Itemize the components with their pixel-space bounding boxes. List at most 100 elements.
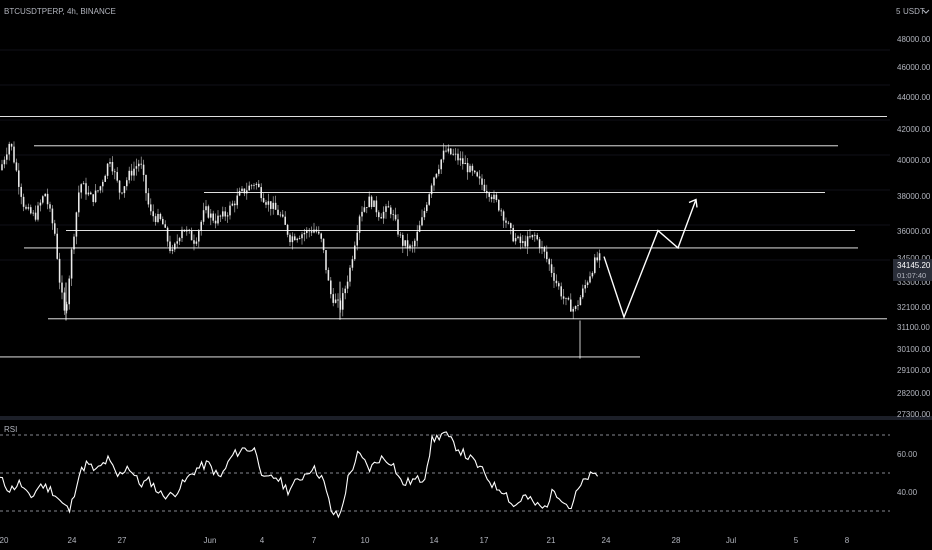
candle-body [361,211,363,217]
candle-body [58,258,61,283]
pane-separator[interactable] [0,416,932,420]
rsi-label[interactable]: RSI [4,425,17,434]
candle-body [356,232,358,246]
candle-body [150,204,152,212]
candle-body [543,246,546,252]
candle-body [202,210,205,222]
candle-body [109,161,111,164]
projection-line[interactable] [603,199,697,320]
candle-body [238,191,241,196]
candle-body [222,211,224,217]
candle-body [102,181,104,187]
candle-body [142,164,145,175]
candle-body [529,236,531,238]
candle-body [1,164,3,171]
price-tick-label: 36000.00 [897,227,931,236]
candle-body [25,206,27,209]
candle-body [464,162,466,165]
candle-body [382,211,385,219]
candle-body [298,238,301,240]
candle-body [505,220,507,223]
candle-body [426,204,428,211]
candle-body [284,216,286,225]
price-axis[interactable]: 48000.00 46000.00 44000.00 42000.00 40000.00… [897,35,931,419]
current-price-tag: 34145.20 01:07:40 [893,259,932,281]
candle-body [577,305,579,307]
candle-body [546,251,548,260]
candle-body [550,264,553,273]
candle-body [459,158,462,161]
candle-body [507,222,510,224]
candle-body [262,198,265,203]
current-price: 34145.20 [897,261,931,270]
bar-countdown: 01:07:40 [897,271,926,280]
candle-body [94,190,97,202]
rsi-tick-label: 40.00 [897,488,918,497]
candle-body [421,217,423,226]
candle-body [375,200,378,213]
time-tick-label: 21 [547,536,556,545]
candle-body [409,245,411,249]
time-tick-label: 28 [672,536,681,545]
candle-body [274,202,277,210]
candle-body [354,245,356,260]
candle-body [594,257,596,273]
candle-body [181,229,183,239]
candle-body [80,184,82,193]
candle-body [320,233,322,239]
time-axis[interactable]: 20 24 27 Jun 4 7 10 14 17 21 24 28 Jul 5 8 [0,536,850,545]
candle-body [152,211,154,217]
symbol-title[interactable]: BTCUSDTPERP, 4h, BINANCE [4,7,116,16]
candle-body [534,234,536,236]
candle-body [200,221,202,231]
price-tick-label: 40000.00 [897,156,931,165]
price-tick-label: 34500.00 [897,254,931,263]
candle-body [512,227,514,242]
candle-body [586,282,589,286]
candle-body [63,292,66,311]
arrow-head-icon [688,198,698,208]
candle-body [73,236,75,250]
candle-body [118,180,121,193]
price-tick-label: 44000.00 [897,93,931,102]
candle-body [469,165,471,173]
candle-body [598,253,601,261]
candle-body [18,170,20,187]
projection-path [603,198,698,320]
candle-body [387,206,390,208]
candle-body [104,175,106,182]
candle-body [493,194,495,200]
time-tick-label: 8 [845,536,850,545]
candle-body [322,238,325,251]
candle-body [39,202,42,206]
candle-body [514,238,517,242]
time-tick-label: 10 [361,536,370,545]
candle-body [392,214,394,216]
candle-body [99,186,102,191]
candle-body [169,241,171,252]
time-tick-label: Jun [204,536,217,545]
currency-label[interactable]: USDT [903,7,925,16]
candle-body [327,270,330,281]
candle-body [318,231,320,234]
candle-body [159,213,162,219]
candle-body [526,236,529,247]
candle-body [303,232,306,235]
candle-body [123,186,126,194]
chevron-down-icon[interactable] [922,9,930,14]
candle-body [121,192,123,194]
candle-body [258,183,260,188]
candle-body [301,234,303,239]
candle-body [394,214,397,220]
candle-body [294,236,296,241]
candle-body [61,282,63,293]
candle-body [476,172,478,177]
candle-body [378,212,380,218]
candle-body [416,231,418,241]
candle-body [519,236,522,243]
candle-body [325,250,327,271]
candle-body [90,192,92,195]
candle-body [368,196,370,208]
time-tick-label: 24 [68,536,77,545]
